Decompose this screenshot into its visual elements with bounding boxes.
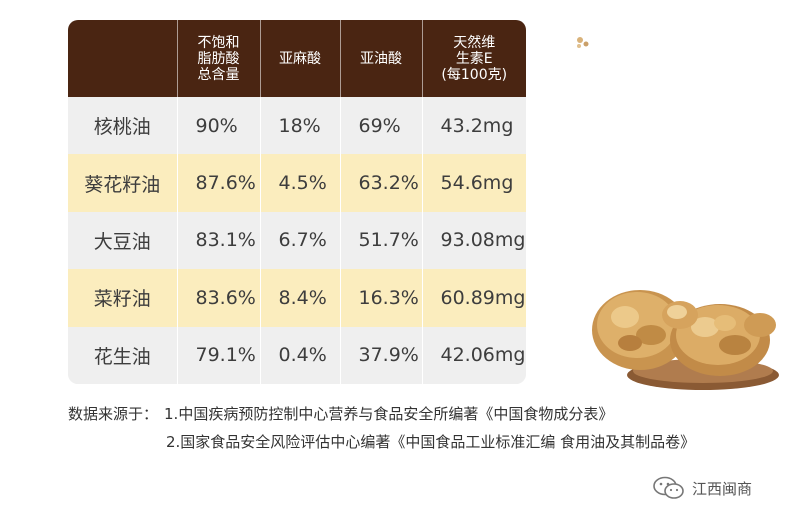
source-label: 数据来源于： bbox=[68, 405, 159, 423]
header-cell-oil-name bbox=[68, 20, 178, 97]
linolenic-acid-cell: 4.5% bbox=[260, 154, 341, 212]
table-header-row: 不饱和 脂肪酸 总含量 亚麻酸 亚油酸 天然维 生素E (每100克) bbox=[68, 20, 526, 97]
linolenic-acid-cell: 6.7% bbox=[260, 211, 341, 270]
table-row: 核桃油 90% 18% 69% 43.2mg bbox=[68, 97, 526, 155]
nutrition-table-container: 不饱和 脂肪酸 总含量 亚麻酸 亚油酸 天然维 生素E (每100克) bbox=[68, 20, 526, 384]
walnut-crumbs-decoration bbox=[577, 37, 589, 48]
header-cell-linoleic-acid: 亚油酸 bbox=[340, 20, 423, 97]
oil-name-cell: 大豆油 bbox=[68, 211, 178, 270]
walnut-kernels-image bbox=[592, 290, 779, 390]
header-cell-linolenic-acid: 亚麻酸 bbox=[260, 20, 341, 97]
oil-name-cell: 花生油 bbox=[68, 326, 178, 384]
wechat-icon bbox=[653, 476, 684, 499]
table-row: 菜籽油 83.6% 8.4% 16.3% 60.89mg bbox=[68, 269, 526, 327]
watermark: 江西闽商 bbox=[652, 476, 752, 500]
unsaturated-fat-cell: 87.6% bbox=[177, 154, 261, 212]
data-source-note: 数据来源于： 1.中国疾病预防控制中心营养与食品安全所编著《中国食物成分表》 2.… bbox=[68, 403, 695, 453]
header-cell-vitamin-e: 天然维 生素E (每100克) bbox=[441, 34, 508, 83]
linolenic-acid-cell: 8.4% bbox=[260, 269, 341, 327]
header-cell-unsaturated-fat: 不饱和 脂肪酸 总含量 bbox=[177, 20, 261, 97]
unsaturated-fat-cell: 90% bbox=[177, 97, 261, 155]
linoleic-acid-cell: 63.2% bbox=[340, 154, 423, 212]
vitamin-e-cell: 54.6mg bbox=[422, 154, 526, 212]
linoleic-acid-cell: 69% bbox=[340, 97, 423, 155]
vitamin-e-cell: 43.2mg bbox=[422, 97, 526, 155]
linolenic-acid-cell: 18% bbox=[260, 97, 341, 155]
oil-name-cell: 葵花籽油 bbox=[68, 154, 178, 212]
linolenic-acid-cell: 0.4% bbox=[260, 326, 341, 384]
source-line-2: 2.国家食品安全风险评估中心编著《中国食品工业标准汇编 食用油及其制品卷》 bbox=[166, 433, 696, 451]
linoleic-acid-cell: 51.7% bbox=[340, 211, 423, 270]
linoleic-acid-cell: 37.9% bbox=[340, 326, 423, 384]
table-row: 葵花籽油 87.6% 4.5% 63.2% 54.6mg bbox=[68, 154, 526, 212]
unsaturated-fat-cell: 83.1% bbox=[177, 211, 261, 270]
vitamin-e-cell: 60.89mg bbox=[422, 269, 526, 327]
vitamin-e-cell: 42.06mg bbox=[422, 326, 526, 384]
unsaturated-fat-cell: 83.6% bbox=[177, 269, 261, 327]
oil-comparison-table: 不饱和 脂肪酸 总含量 亚麻酸 亚油酸 天然维 生素E (每100克) bbox=[68, 20, 526, 384]
watermark-text: 江西闽商 bbox=[692, 479, 753, 498]
oil-name-cell: 菜籽油 bbox=[68, 269, 178, 327]
linoleic-acid-cell: 16.3% bbox=[340, 269, 423, 327]
unsaturated-fat-cell: 79.1% bbox=[177, 326, 261, 384]
table-row: 大豆油 83.1% 6.7% 51.7% 93.08mg bbox=[68, 211, 526, 270]
table-row: 花生油 79.1% 0.4% 37.9% 42.06mg bbox=[68, 326, 526, 384]
source-line-1: 数据来源于： 1.中国疾病预防控制中心营养与食品安全所编著《中国食物成分表》 bbox=[68, 405, 614, 423]
oil-name-cell: 核桃油 bbox=[68, 97, 178, 155]
vitamin-e-cell: 93.08mg bbox=[422, 211, 526, 270]
